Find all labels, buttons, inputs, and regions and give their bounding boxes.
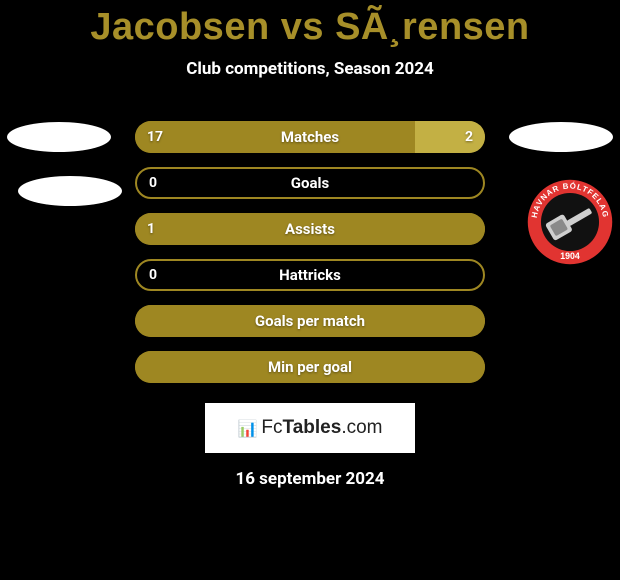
subtitle: Club competitions, Season 2024	[0, 59, 620, 79]
badge-year: 1904	[560, 251, 580, 261]
club-badge: HAVNAR BÓLTFELAG 1904	[520, 178, 620, 266]
stat-row: 1Assists	[135, 213, 485, 245]
stat-label: Goals per match	[135, 305, 485, 337]
stat-row: Min per goal	[135, 351, 485, 383]
side-ellipse	[7, 122, 111, 152]
title-vs: vs	[281, 6, 324, 48]
stat-row: Goals per match	[135, 305, 485, 337]
side-ellipse	[509, 122, 613, 152]
stat-row: 0Goals	[135, 167, 485, 199]
stat-row: 0Hattricks	[135, 259, 485, 291]
stats-container: 172Matches 0Goals 1Assists 0Hattricks Goals …	[135, 121, 485, 383]
stat-label: Matches	[135, 121, 485, 153]
side-ellipse	[18, 176, 122, 206]
fctables-text: FcTables.com	[261, 417, 382, 439]
title-player1: Jacobsen	[90, 6, 269, 48]
page-title: Jacobsen vs SÃ¸rensen	[0, 0, 620, 49]
stat-row: 172Matches	[135, 121, 485, 153]
chart-icon: 📊	[238, 419, 258, 438]
stat-label: Hattricks	[137, 261, 483, 289]
stat-label: Min per goal	[135, 351, 485, 383]
stat-label: Assists	[135, 213, 485, 245]
footer-date: 16 september 2024	[0, 469, 620, 489]
stat-label: Goals	[137, 169, 483, 197]
fctables-banner: 📊 FcTables.com	[205, 403, 415, 453]
title-player2: SÃ¸rensen	[335, 6, 530, 48]
